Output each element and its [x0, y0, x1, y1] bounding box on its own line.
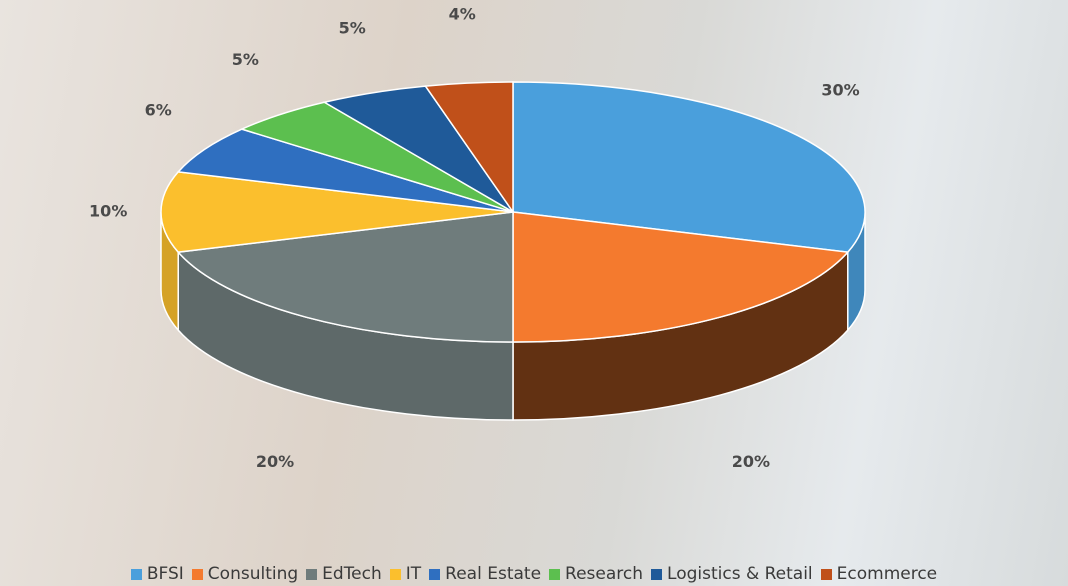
legend-item: Ecommerce [820, 564, 938, 584]
chart: 30% 20% 20% 10% 6% 5% 5% 4% [89, 4, 866, 471]
legend-item: EdTech [306, 564, 382, 584]
legend-label: EdTech [322, 564, 382, 584]
legend-label: Real Estate [445, 564, 542, 584]
slice [512, 81, 866, 253]
legend-label: Logistics & Retail [667, 564, 813, 584]
legend: BFSI Consulting EdTech IT Real Estate Researc… [0, 562, 1068, 586]
data-label: 20% [256, 452, 294, 471]
legend-item: Consulting [191, 564, 299, 584]
legend-item: Research [549, 564, 643, 584]
legend-swatch [651, 568, 663, 580]
data-label: 4% [449, 4, 476, 23]
legend-swatch [191, 568, 203, 580]
legend-swatch [429, 568, 441, 580]
legend-swatch [389, 568, 401, 580]
data-label: 6% [145, 101, 172, 120]
legend-item: Logistics & Retail [651, 564, 813, 584]
data-label: 5% [232, 50, 259, 69]
legend-item: BFSI [130, 564, 184, 584]
legend-swatch [130, 568, 142, 580]
slice [424, 81, 514, 215]
slice [176, 211, 514, 343]
slice [160, 171, 514, 253]
legend-item: IT [389, 564, 422, 584]
legend-label: BFSI [146, 564, 184, 584]
data-label: 20% [732, 452, 770, 471]
legend-label: Ecommerce [836, 564, 938, 584]
legend-item: Real Estate [429, 564, 541, 584]
data-label: 30% [821, 81, 859, 100]
legend-swatch [306, 568, 318, 580]
slice [512, 211, 850, 343]
slice [176, 128, 514, 213]
legend-swatch [820, 568, 832, 580]
data-label: 5% [339, 19, 366, 38]
data-label: 10% [89, 202, 127, 221]
legend-label: IT [405, 564, 422, 584]
legend-swatch [549, 568, 561, 580]
legend-label: Research [565, 564, 644, 584]
legend-label: Consulting [207, 564, 299, 584]
